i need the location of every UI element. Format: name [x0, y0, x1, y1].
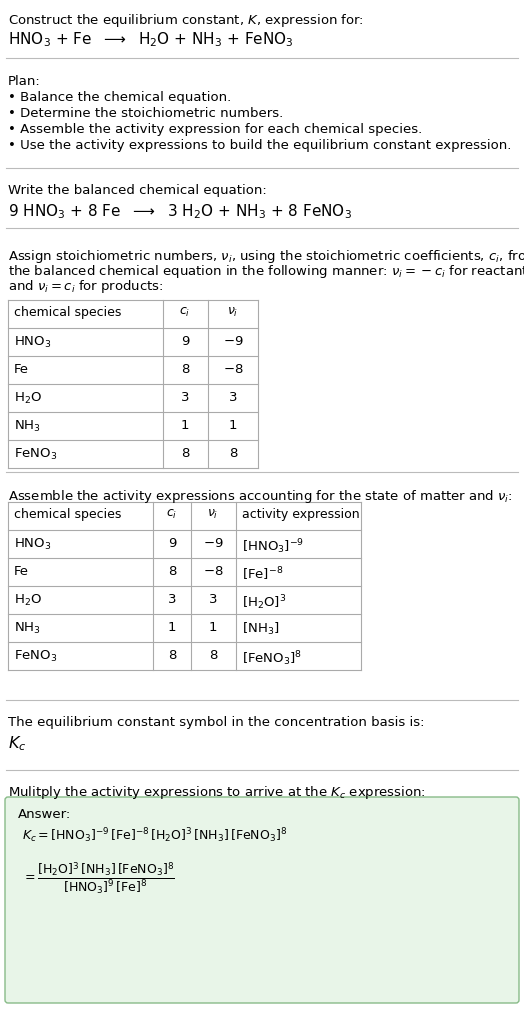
- Text: Construct the equilibrium constant, $K$, expression for:: Construct the equilibrium constant, $K$,…: [8, 12, 364, 29]
- Text: Fe: Fe: [14, 565, 29, 578]
- Text: Assign stoichiometric numbers, $\nu_i$, using the stoichiometric coefficients, $: Assign stoichiometric numbers, $\nu_i$, …: [8, 248, 524, 265]
- Text: 9: 9: [181, 335, 189, 348]
- Text: 1: 1: [229, 419, 237, 432]
- Text: 8: 8: [168, 565, 176, 578]
- Text: 9: 9: [168, 537, 176, 550]
- Text: Plan:: Plan:: [8, 75, 41, 88]
- Text: • Assemble the activity expression for each chemical species.: • Assemble the activity expression for e…: [8, 123, 422, 136]
- Text: $-9$: $-9$: [223, 335, 243, 348]
- Text: $= \dfrac{[\mathrm{H_2O}]^{3}\,[\mathrm{NH_3}]\,[\mathrm{FeNO_3}]^{8}}{[\mathrm{: $= \dfrac{[\mathrm{H_2O}]^{3}\,[\mathrm{…: [22, 860, 175, 896]
- Text: $[\mathrm{HNO_3}]^{-9}$: $[\mathrm{HNO_3}]^{-9}$: [242, 537, 304, 555]
- Text: • Determine the stoichiometric numbers.: • Determine the stoichiometric numbers.: [8, 107, 283, 120]
- Text: Write the balanced chemical equation:: Write the balanced chemical equation:: [8, 184, 267, 197]
- Text: 1: 1: [209, 621, 217, 634]
- Text: 3: 3: [168, 593, 176, 606]
- Text: 1: 1: [168, 621, 176, 634]
- Text: chemical species: chemical species: [14, 306, 122, 319]
- Text: $[\mathrm{Fe}]^{-8}$: $[\mathrm{Fe}]^{-8}$: [242, 565, 283, 583]
- Text: 3: 3: [181, 391, 189, 404]
- Text: $\mathrm{NH_3}$: $\mathrm{NH_3}$: [14, 419, 41, 434]
- Text: $K_c$: $K_c$: [8, 734, 26, 753]
- Text: Fe: Fe: [14, 363, 29, 376]
- Text: Answer:: Answer:: [18, 807, 71, 821]
- Text: 1: 1: [181, 419, 189, 432]
- Text: 3: 3: [209, 593, 217, 606]
- FancyBboxPatch shape: [5, 797, 519, 1003]
- Text: $[\mathrm{H_2O}]^{3}$: $[\mathrm{H_2O}]^{3}$: [242, 593, 286, 611]
- Text: 8: 8: [181, 363, 189, 376]
- Text: $c_i$: $c_i$: [179, 306, 191, 319]
- Text: $-8$: $-8$: [223, 363, 243, 376]
- Text: $\mathrm{HNO_3}$: $\mathrm{HNO_3}$: [14, 537, 51, 552]
- Text: chemical species: chemical species: [14, 508, 122, 521]
- Text: Mulitply the activity expressions to arrive at the $K_c$ expression:: Mulitply the activity expressions to arr…: [8, 784, 426, 801]
- Text: $c_i$: $c_i$: [166, 508, 178, 521]
- Text: $\mathrm{H_2O}$: $\mathrm{H_2O}$: [14, 391, 42, 406]
- Text: Assemble the activity expressions accounting for the state of matter and $\nu_i$: Assemble the activity expressions accoun…: [8, 488, 512, 505]
- Text: 8: 8: [209, 649, 217, 662]
- Text: $\mathrm{NH_3}$: $\mathrm{NH_3}$: [14, 621, 41, 636]
- Text: $-8$: $-8$: [203, 565, 223, 578]
- Text: $[\mathrm{FeNO_3}]^{8}$: $[\mathrm{FeNO_3}]^{8}$: [242, 649, 302, 668]
- Text: $K_c = [\mathrm{HNO_3}]^{-9}\,[\mathrm{Fe}]^{-8}\,[\mathrm{H_2O}]^{3}\,[\mathrm{: $K_c = [\mathrm{HNO_3}]^{-9}\,[\mathrm{F…: [22, 826, 287, 845]
- Text: • Use the activity expressions to build the equilibrium constant expression.: • Use the activity expressions to build …: [8, 139, 511, 152]
- Text: • Balance the chemical equation.: • Balance the chemical equation.: [8, 91, 231, 104]
- Text: The equilibrium constant symbol in the concentration basis is:: The equilibrium constant symbol in the c…: [8, 716, 424, 729]
- Text: the balanced chemical equation in the following manner: $\nu_i = -c_i$ for react: the balanced chemical equation in the fo…: [8, 263, 524, 280]
- Text: 8: 8: [168, 649, 176, 662]
- Text: $\nu_i$: $\nu_i$: [208, 508, 219, 521]
- Text: $\mathrm{HNO_3}$ + Fe  $\longrightarrow$  $\mathrm{H_2O}$ + $\mathrm{NH_3}$ + $\: $\mathrm{HNO_3}$ + Fe $\longrightarrow$ …: [8, 29, 294, 49]
- Text: $\mathrm{FeNO_3}$: $\mathrm{FeNO_3}$: [14, 447, 57, 462]
- Text: $\mathrm{H_2O}$: $\mathrm{H_2O}$: [14, 593, 42, 608]
- Text: 8: 8: [229, 447, 237, 460]
- Text: 9 $\mathrm{HNO_3}$ + 8 Fe  $\longrightarrow$  3 $\mathrm{H_2O}$ + $\mathrm{NH_3}: 9 $\mathrm{HNO_3}$ + 8 Fe $\longrightarr…: [8, 202, 352, 221]
- Text: $\nu_i$: $\nu_i$: [227, 306, 239, 319]
- Text: activity expression: activity expression: [242, 508, 359, 521]
- Text: 3: 3: [229, 391, 237, 404]
- Text: $[\mathrm{NH_3}]$: $[\mathrm{NH_3}]$: [242, 621, 279, 637]
- Text: 8: 8: [181, 447, 189, 460]
- Text: $\mathrm{HNO_3}$: $\mathrm{HNO_3}$: [14, 335, 51, 350]
- Text: and $\nu_i = c_i$ for products:: and $\nu_i = c_i$ for products:: [8, 278, 163, 295]
- Text: $\mathrm{FeNO_3}$: $\mathrm{FeNO_3}$: [14, 649, 57, 664]
- Text: $-9$: $-9$: [203, 537, 223, 550]
